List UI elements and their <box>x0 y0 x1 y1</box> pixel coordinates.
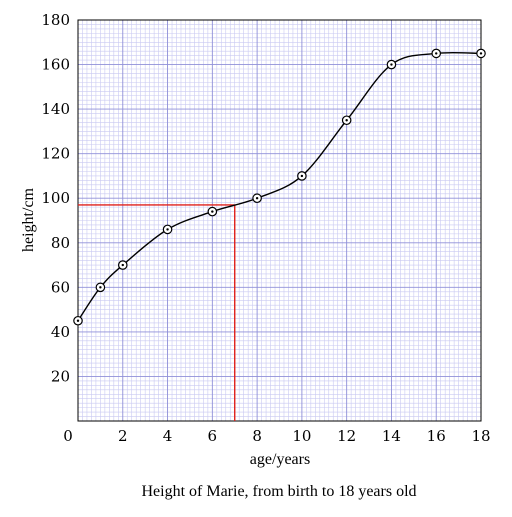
data-point-dot <box>345 119 348 122</box>
x-tick-labels: 0 2 4 6 8 10 12 14 16 18 <box>63 427 490 445</box>
y-tick-label: 180 <box>41 11 70 29</box>
chart-caption: Height of Marie, from birth to 18 years … <box>141 483 416 500</box>
data-point <box>117 260 128 270</box>
data-point <box>476 48 486 59</box>
data-point-dot <box>255 197 259 200</box>
x-tick-label: 16 <box>427 427 446 445</box>
data-point <box>207 206 218 217</box>
y-tick-label: 60 <box>51 278 70 296</box>
x-tick-label: 8 <box>252 427 262 445</box>
plot-frame <box>77 19 482 422</box>
data-point-dot <box>76 319 80 322</box>
data-point <box>73 315 83 326</box>
y-tick-label: 160 <box>41 56 70 74</box>
data-point <box>162 224 173 235</box>
data-point <box>341 115 352 126</box>
data-point-dot <box>300 174 304 178</box>
x-tick-label: 10 <box>292 427 311 445</box>
x-tick-label: 6 <box>208 427 218 445</box>
y-tick-label: 40 <box>51 323 70 341</box>
x-tick-label: 12 <box>337 427 356 445</box>
data-point-dot <box>166 228 169 231</box>
y-tick-label: 100 <box>41 189 70 207</box>
data-point-dot <box>211 210 214 213</box>
data-point-dot <box>99 286 102 289</box>
y-tick-label: 140 <box>41 100 70 118</box>
data-point <box>386 59 397 70</box>
x-axis-title: age/years <box>250 451 310 468</box>
data-point <box>297 171 307 181</box>
reading-lines <box>78 204 236 421</box>
x-tick-label: 4 <box>163 427 173 445</box>
y-tick-labels: 20 40 60 80 100 120 140 160 180 <box>41 11 70 385</box>
data-points <box>73 48 486 326</box>
x-tick-label: 0 <box>63 427 73 445</box>
y-axis-title: height/cm <box>20 187 37 252</box>
data-point <box>252 193 262 204</box>
x-tick-label: 18 <box>471 427 490 445</box>
data-point-dot <box>390 63 393 66</box>
x-tick-label: 2 <box>118 427 128 445</box>
data-point <box>431 48 442 59</box>
y-tick-label: 20 <box>51 367 70 385</box>
y-tick-label: 80 <box>51 234 70 252</box>
x-tick-label: 14 <box>382 427 401 445</box>
grid-fine <box>78 20 481 421</box>
y-tick-label: 120 <box>41 145 70 163</box>
data-point <box>95 282 106 293</box>
data-point-dot <box>435 52 438 55</box>
data-point-dot <box>121 263 124 267</box>
data-point-dot <box>479 52 483 55</box>
